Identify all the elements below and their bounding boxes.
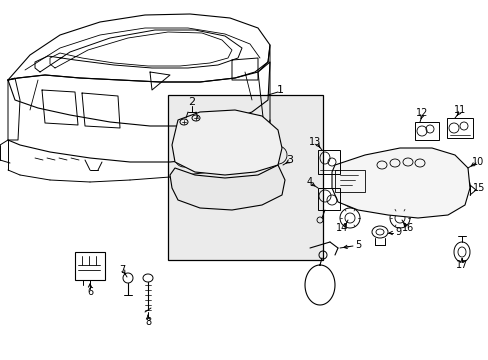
Text: 13: 13: [308, 137, 321, 147]
Text: 3: 3: [286, 155, 293, 165]
Bar: [414, 122, 438, 140]
Text: 4: 4: [306, 177, 312, 187]
Polygon shape: [170, 165, 285, 210]
Text: 9: 9: [394, 227, 400, 237]
Text: 8: 8: [144, 317, 151, 327]
Bar: [317, 188, 339, 210]
Text: 2: 2: [188, 97, 195, 107]
Polygon shape: [172, 110, 282, 175]
Text: 5: 5: [354, 240, 361, 250]
Text: 7: 7: [119, 265, 125, 275]
Polygon shape: [331, 148, 469, 218]
Bar: [317, 150, 339, 174]
Bar: [446, 118, 472, 138]
Bar: [168, 95, 323, 260]
Text: 15: 15: [472, 183, 484, 193]
Text: 11: 11: [453, 105, 465, 115]
Text: 1: 1: [276, 85, 283, 95]
Bar: [75, 252, 105, 280]
Bar: [334, 170, 364, 192]
Text: 6: 6: [87, 287, 93, 297]
Text: 17: 17: [455, 260, 467, 270]
Text: 10: 10: [471, 157, 483, 167]
Text: 14: 14: [335, 223, 347, 233]
Text: 16: 16: [401, 223, 413, 233]
Text: 12: 12: [415, 108, 427, 118]
